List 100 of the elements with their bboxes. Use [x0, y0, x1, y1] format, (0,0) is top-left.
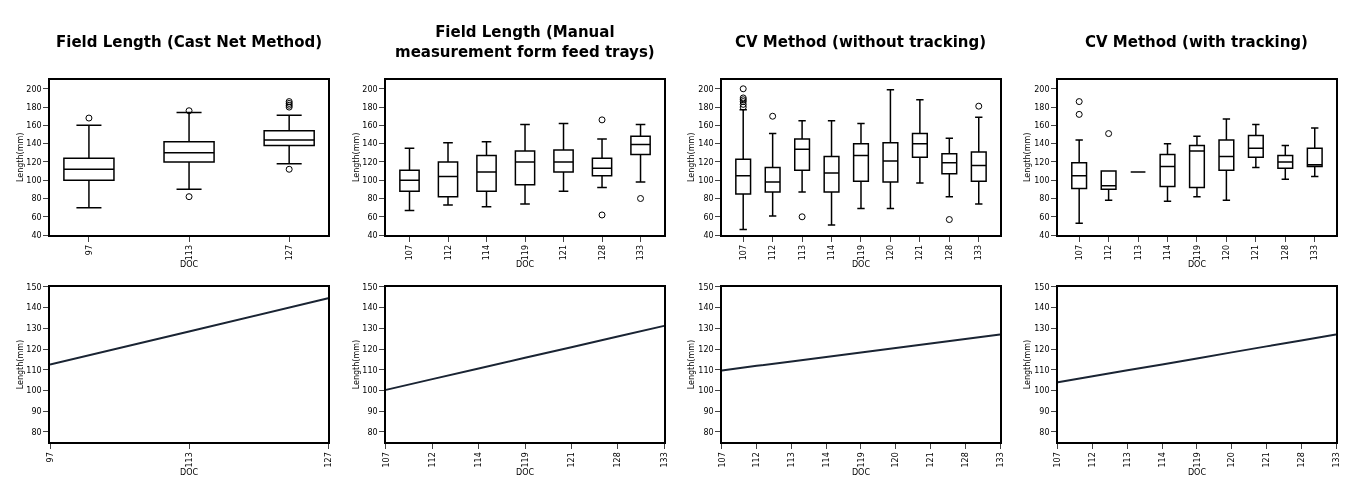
x-tick-label: 121 — [926, 452, 936, 468]
y-tick-label: 120 — [698, 157, 714, 167]
line-series — [721, 333, 1001, 372]
x-tick-label: 120 — [1221, 245, 1231, 261]
y-tick-label: 40 — [703, 230, 714, 240]
y-tick-label: 150 — [698, 282, 714, 292]
y-tick-label: 100 — [26, 176, 42, 186]
y-tick-label: 80 — [703, 194, 714, 204]
x-tick-label: 112 — [1088, 452, 1098, 468]
chart-title: Field Length (Cast Net Method) — [56, 33, 323, 51]
x-tick-label: 128 — [597, 245, 607, 261]
y-tick-label: 110 — [362, 365, 378, 375]
y-tick-label: 110 — [698, 365, 714, 375]
y-tick-label: 140 — [1034, 303, 1050, 313]
x-tick-label: 113 — [1123, 452, 1133, 468]
x-tick-label: 113 — [787, 452, 797, 468]
y-tick-label: 200 — [362, 84, 378, 94]
y-tick-label: 180 — [1034, 102, 1050, 112]
y-tick-label: 180 — [26, 102, 42, 112]
y-tick-label: 120 — [698, 344, 714, 354]
y-tick-label: 80 — [31, 194, 42, 204]
y-tick-label: 60 — [1039, 212, 1050, 222]
x-tick-label: 113 — [797, 245, 807, 261]
y-tick-label: 80 — [31, 427, 42, 437]
y-axis-title: Length(mm) — [687, 132, 697, 183]
x-tick-label: 120 — [886, 245, 896, 261]
x-tick-label: 107 — [738, 245, 748, 261]
y-tick-label: 120 — [26, 344, 42, 354]
x-axis-title: DOC — [515, 260, 535, 270]
x-tick-label: 128 — [1296, 452, 1306, 468]
x-tick-label: 127 — [284, 245, 294, 261]
y-tick-label: 100 — [698, 386, 714, 396]
y-axis-title: Length(mm) — [1023, 132, 1033, 183]
y-tick-label: 110 — [1034, 365, 1050, 375]
x-tick-label: 119 — [856, 245, 866, 261]
y-tick-label: 140 — [362, 303, 378, 313]
y-tick-label: 40 — [1039, 230, 1050, 240]
x-tick-label: 128 — [944, 245, 954, 261]
x-tick-label: 133 — [636, 245, 646, 261]
x-tick-label: 112 — [427, 452, 437, 468]
y-tick-label: 140 — [1034, 139, 1050, 149]
y-tick-label: 120 — [362, 344, 378, 354]
x-tick-label: 128 — [960, 452, 970, 468]
y-tick-label: 130 — [362, 324, 378, 334]
x-tick-label: 112 — [752, 452, 762, 468]
y-tick-label: 100 — [1034, 176, 1050, 186]
y-tick-label: 120 — [1034, 344, 1050, 354]
y-tick-label: 140 — [698, 303, 714, 313]
x-tick-label: 119 — [1192, 245, 1202, 261]
y-tick-label: 180 — [362, 102, 378, 112]
y-tick-label: 120 — [362, 157, 378, 167]
x-tick-label: 97 — [45, 452, 55, 463]
x-tick-label: 127 — [323, 452, 333, 468]
x-tick-label: 121 — [566, 452, 576, 468]
y-tick-label: 60 — [703, 212, 714, 222]
x-axis-title: DOC — [851, 467, 871, 477]
x-tick-label: 121 — [1251, 245, 1261, 261]
chart-title: CV Method (without tracking) — [735, 33, 987, 51]
x-tick-label: 112 — [768, 245, 778, 261]
y-tick-label: 100 — [1034, 386, 1050, 396]
x-tick-label: 113 — [184, 452, 194, 468]
x-tick-label: 121 — [1262, 452, 1272, 468]
y-axis-title: Length(mm) — [15, 132, 25, 183]
y-tick-label: 120 — [26, 157, 42, 167]
x-tick-label: 107 — [381, 452, 391, 468]
y-tick-label: 40 — [31, 230, 42, 240]
y-tick-label: 130 — [698, 324, 714, 334]
y-tick-label: 100 — [362, 386, 378, 396]
x-tick-label: 121 — [559, 245, 569, 261]
x-tick-label: 114 — [482, 245, 492, 261]
y-tick-label: 140 — [362, 139, 378, 149]
y-tick-label: 130 — [26, 324, 42, 334]
y-axis-title: Length(mm) — [351, 132, 361, 183]
x-tick-label: 107 — [405, 245, 415, 261]
x-axis-title: DOC — [1187, 467, 1207, 477]
y-tick-label: 60 — [31, 212, 42, 222]
y-tick-label: 150 — [1034, 282, 1050, 292]
y-tick-label: 130 — [1034, 324, 1050, 334]
y-tick-label: 200 — [1034, 84, 1050, 94]
y-tick-label: 140 — [26, 139, 42, 149]
y-tick-label: 60 — [367, 212, 378, 222]
y-tick-label: 160 — [26, 121, 42, 131]
x-tick-label: 114 — [1163, 245, 1173, 261]
y-tick-label: 90 — [1039, 407, 1050, 417]
y-tick-label: 150 — [26, 282, 42, 292]
x-tick-label: 128 — [1280, 245, 1290, 261]
x-tick-label: 107 — [1053, 452, 1063, 468]
y-tick-label: 90 — [31, 407, 42, 417]
x-tick-label: 114 — [474, 452, 484, 468]
x-tick-label: 133 — [1310, 245, 1320, 261]
y-tick-label: 100 — [26, 386, 42, 396]
y-tick-label: 80 — [703, 427, 714, 437]
y-tick-label: 140 — [698, 139, 714, 149]
y-tick-label: 160 — [698, 121, 714, 131]
y-tick-label: 80 — [367, 427, 378, 437]
x-tick-label: 113 — [1133, 245, 1143, 261]
y-tick-label: 160 — [362, 121, 378, 131]
x-tick-label: 119 — [1192, 452, 1202, 468]
y-axis-title: Length(mm) — [15, 339, 25, 390]
y-tick-label: 100 — [698, 176, 714, 186]
